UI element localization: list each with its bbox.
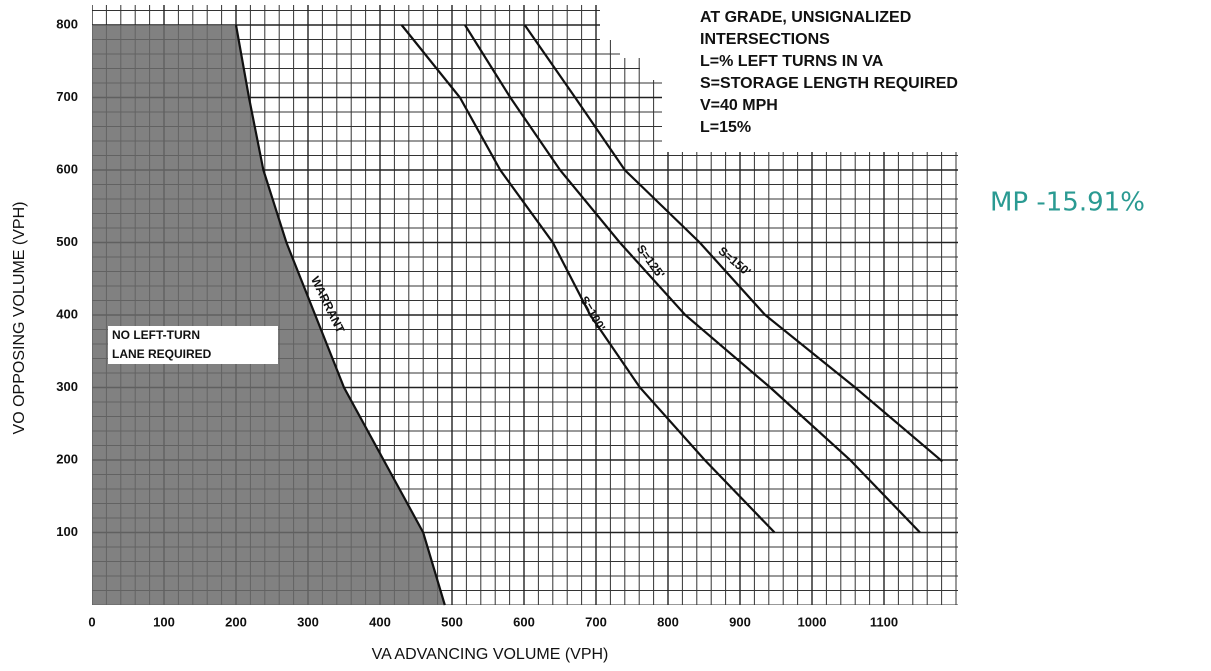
- x-tick-label: 100: [153, 614, 175, 629]
- region-label: NO LEFT-TURN: [112, 328, 200, 342]
- x-tick-label: 0: [88, 614, 95, 629]
- x-tick-label: 200: [225, 614, 247, 629]
- x-tick-label: 900: [729, 614, 751, 629]
- shaded-area: [92, 25, 445, 605]
- curve: [400, 24, 776, 534]
- y-tick-label: 100: [56, 524, 78, 539]
- x-tick-label: 800: [657, 614, 679, 629]
- curves: [234, 24, 944, 606]
- curve: [234, 24, 446, 606]
- x-tick-label: 400: [369, 614, 391, 629]
- curve-label: S=150': [716, 244, 754, 279]
- x-tick-label: 700: [585, 614, 607, 629]
- x-tick-label: 1100: [870, 614, 898, 629]
- x-tick-label: 500: [441, 614, 463, 629]
- handwritten-note: MP -15.91%: [990, 188, 1145, 218]
- region-label-box: [108, 326, 278, 364]
- title-line: L=% LEFT TURNS IN VA: [700, 53, 884, 70]
- curve: [523, 24, 944, 463]
- title-line: L=15%: [700, 119, 751, 136]
- y-tick-label: 800: [56, 16, 78, 31]
- y-tick-label: 600: [56, 161, 78, 176]
- x-tick-label: 1000: [798, 614, 827, 629]
- y-tick-label: 300: [56, 379, 78, 394]
- title-line: V=40 MPH: [700, 97, 778, 114]
- y-tick-label: 200: [56, 451, 78, 466]
- title-line: INTERSECTIONS: [700, 31, 830, 48]
- title-line: S=STORAGE LENGTH REQUIRED: [700, 75, 958, 92]
- x-tick-label: 300: [297, 614, 319, 629]
- curve: [464, 24, 921, 534]
- labels: 0 100 200 300 400 500 600 700 800 900 1000 1100 100 2…: [11, 9, 1145, 663]
- region-label: LANE REQUIRED: [112, 347, 212, 361]
- shaded-region: [92, 25, 445, 605]
- y-tick-label: 700: [56, 89, 78, 104]
- title-line: AT GRADE, UNSIGNALIZED: [700, 9, 911, 26]
- y-axis-label: VO OPPOSING VOLUME (VPH): [11, 202, 28, 435]
- x-axis-label: VA ADVANCING VOLUME (VPH): [372, 646, 609, 663]
- y-tick-label: 400: [56, 306, 78, 321]
- x-tick-label: 600: [513, 614, 535, 629]
- y-tick-label: 500: [56, 234, 78, 249]
